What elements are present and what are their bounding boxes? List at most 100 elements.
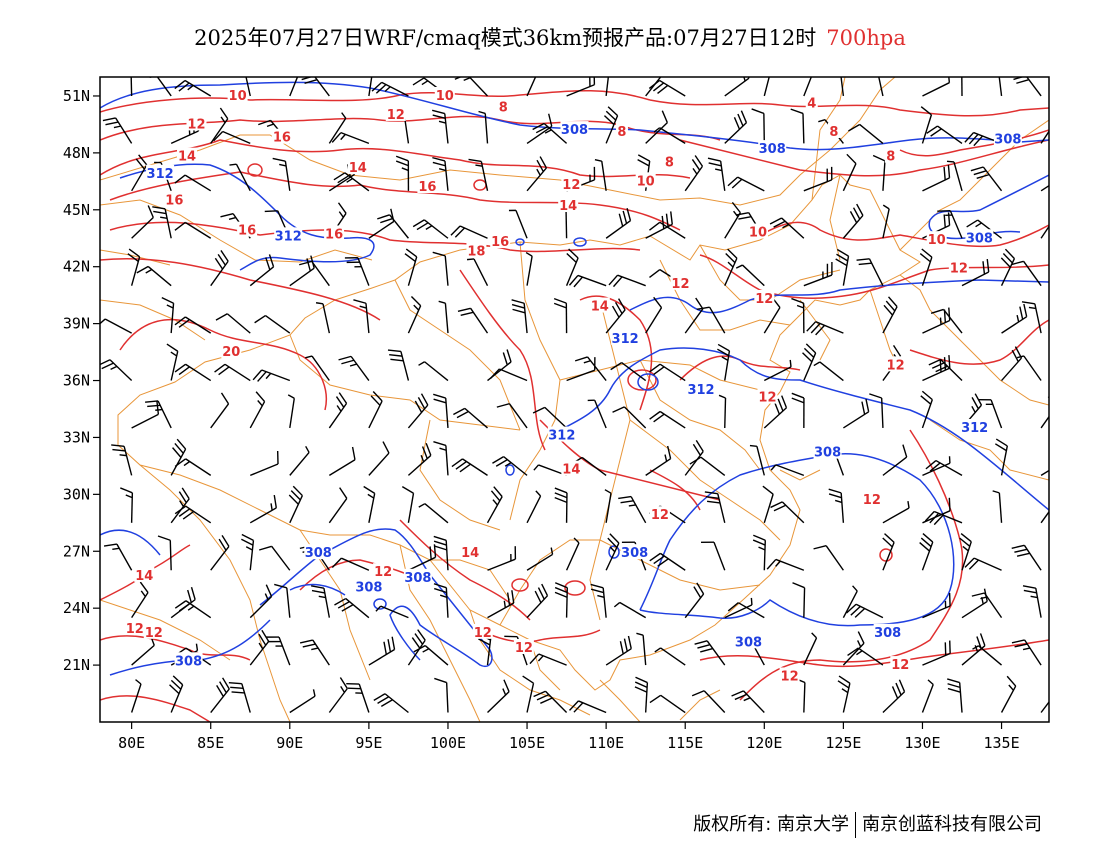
wind-barb: [161, 297, 175, 334]
wind-barb: [605, 207, 632, 239]
wind-barb: [869, 393, 884, 428]
wind-barb: [718, 394, 727, 428]
contour-label: 308: [561, 123, 588, 138]
wind-barb: [724, 248, 738, 286]
contour-label-bg: [561, 176, 582, 192]
lat-tick-label: 51N: [63, 87, 90, 105]
wind-barb: [928, 358, 963, 382]
wind-barb: [590, 583, 607, 618]
wind-barb: [856, 258, 884, 286]
wind-barb: [454, 77, 489, 97]
wind-barb: [111, 444, 133, 476]
wind-barb: [487, 590, 515, 619]
contour-label-bg: [221, 343, 242, 359]
contour-label: 16: [273, 131, 291, 146]
wind-barb: [508, 209, 528, 239]
contour-label-bg: [164, 191, 185, 207]
contour-label-bg: [347, 159, 368, 175]
wind-barb: [569, 700, 607, 714]
wind-barb: [649, 552, 686, 571]
wind-barb: [289, 77, 299, 97]
wind-barb: [492, 456, 528, 476]
contour-label: 8: [665, 155, 674, 170]
contour-label: 8: [829, 125, 838, 140]
wind-barb: [1000, 248, 1016, 286]
contour-label: 8: [886, 150, 895, 165]
wind-barb: [368, 636, 396, 666]
wind-barb: [803, 262, 833, 287]
contour-label: 20: [222, 345, 240, 360]
wind-barb: [645, 445, 672, 476]
longitude-axis: 80E 85E 90E 95E 100E 105E 110E 115E 120E 125E 130E…: [118, 722, 1020, 752]
wind-barb: [970, 166, 1003, 192]
wind-barb: [553, 297, 568, 334]
wind-barb: [413, 644, 449, 666]
wind-barb: [648, 79, 686, 97]
wind-barb: [1040, 225, 1049, 239]
contour-label: 12: [950, 262, 968, 277]
wind-barb: [612, 406, 647, 429]
wind-barb: [353, 299, 370, 334]
title-main: 2025年07月27日WRF/cmaq模式36km预报产品:07月27日12时: [194, 26, 817, 50]
wind-barb: [566, 357, 596, 382]
wind-barb: [846, 603, 884, 619]
contour-label-bg: [670, 274, 691, 290]
wind-barb: [828, 488, 845, 523]
contour-label-bg: [611, 329, 640, 345]
wind-barb: [649, 410, 686, 429]
wind-barb: [373, 693, 409, 714]
wind-barb: [100, 359, 133, 382]
wind-barb: [368, 208, 395, 239]
wind-barb: [375, 605, 409, 619]
wind-barb: [131, 154, 148, 192]
wind-barb: [287, 394, 295, 429]
wind-barb: [229, 163, 251, 192]
wind-barb: [131, 205, 154, 239]
wind-barb: [701, 541, 726, 571]
contour-label: 312: [687, 383, 714, 398]
contour-label-bg: [417, 178, 438, 194]
contour-label-bg: [124, 620, 145, 636]
wind-barb: [971, 592, 1003, 619]
wind-barb: [136, 265, 172, 287]
wind-barb: [924, 510, 963, 526]
wind-barb: [604, 489, 612, 523]
lat-tick-label: 21N: [63, 656, 90, 674]
contour-label: 16: [325, 227, 343, 242]
lat-tick-label: 33N: [63, 428, 90, 446]
wind-barb: [130, 679, 142, 713]
contour-label: 312: [612, 332, 639, 347]
wind-barb: [305, 355, 330, 381]
wind-barb: [878, 77, 884, 97]
wind-barb: [249, 391, 266, 429]
wind-barb: [522, 675, 535, 713]
wind-barb: [731, 690, 765, 713]
wind-barb: [790, 108, 805, 144]
contour-label: 12: [781, 669, 799, 684]
contour-label-bg: [547, 426, 576, 442]
contour-label: 12: [758, 391, 776, 406]
wind-barb: [645, 296, 663, 334]
wind-barb: [1040, 184, 1049, 192]
wind-barb: [213, 130, 251, 145]
wind-barb: [1016, 355, 1042, 381]
contour-label-bg: [965, 229, 994, 245]
contour-label-bg: [926, 231, 947, 247]
wind-barb: [404, 248, 418, 286]
wind-barb: [684, 582, 705, 619]
wind-barb: [724, 201, 741, 239]
wind-barb: [837, 675, 851, 713]
wind-barb: [717, 343, 731, 381]
wind-barb: [704, 491, 726, 523]
contour-label-bg: [757, 388, 778, 404]
lon-tick-label: 85E: [197, 734, 224, 752]
contour-label: 12: [562, 178, 580, 193]
wind-barb: [806, 321, 844, 336]
contour-label-bg: [873, 623, 902, 639]
contour-label-bg: [861, 491, 882, 507]
wind-barb: [707, 157, 726, 191]
contour-label: 14: [178, 150, 196, 165]
wind-barb: [605, 533, 620, 571]
wind-barb: [526, 77, 537, 97]
